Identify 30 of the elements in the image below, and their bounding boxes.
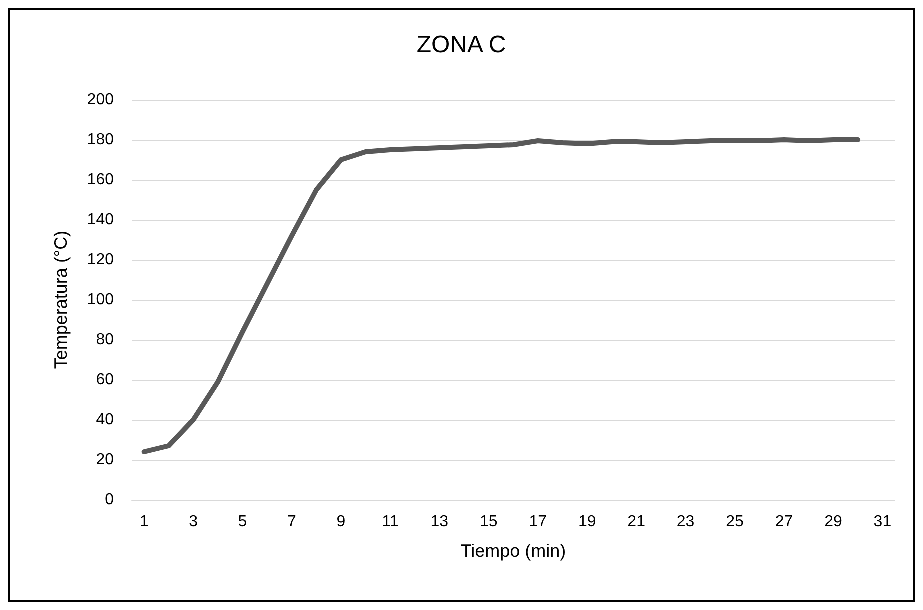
x-tick-label: 1: [140, 514, 149, 530]
x-tick-label: 7: [288, 514, 297, 530]
x-tick-label: 29: [824, 514, 842, 530]
x-tick-label: 31: [874, 514, 892, 530]
x-tick-label: 15: [480, 514, 498, 530]
y-tick-label: 0: [105, 492, 114, 508]
x-tick-label: 3: [189, 514, 198, 530]
y-tick-label: 200: [87, 92, 114, 108]
y-tick-label: 60: [96, 372, 114, 388]
y-tick-label: 120: [87, 252, 114, 268]
x-tick-label: 21: [628, 514, 646, 530]
x-tick-label: 23: [676, 514, 695, 530]
x-tick-label: 9: [336, 514, 346, 530]
y-tick-label: 180: [87, 132, 114, 148]
y-tick-label: 80: [96, 332, 114, 348]
y-tick-label: 40: [96, 412, 114, 428]
y-tick-label: 160: [87, 172, 114, 188]
x-tick-label: 25: [726, 514, 744, 530]
chart-title: ZONA C: [416, 32, 506, 58]
y-tick-label: 140: [87, 212, 114, 228]
y-tick-label: 20: [96, 452, 114, 468]
x-tick-label: 17: [529, 514, 548, 530]
x-tick-label: 5: [238, 514, 248, 530]
y-tick-label: 100: [87, 292, 114, 308]
x-tick-label: 19: [578, 514, 596, 530]
x-tick-label: 13: [430, 514, 449, 530]
x-axis-title: Tiempo (min): [460, 541, 566, 561]
x-tick-label: 27: [775, 514, 794, 530]
y-axis-title: Temperatura (°C): [51, 230, 71, 370]
x-tick-label: 11: [382, 514, 399, 530]
